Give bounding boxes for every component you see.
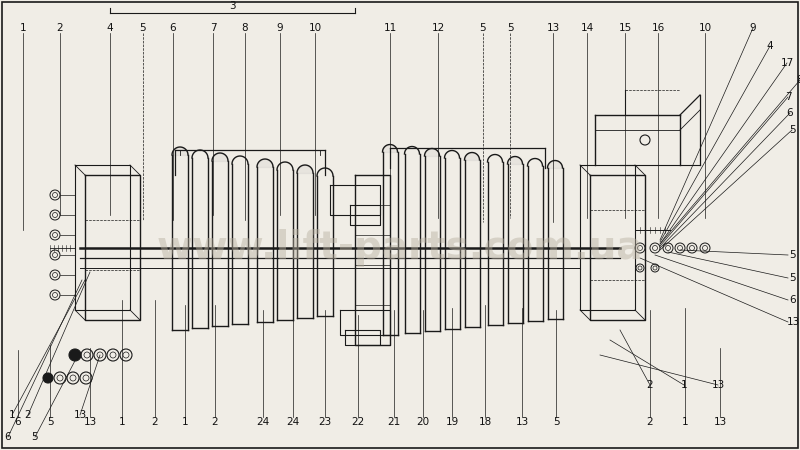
Text: 5: 5 [46, 417, 54, 427]
Text: 8: 8 [242, 23, 248, 33]
Text: 22: 22 [351, 417, 365, 427]
Text: 13: 13 [786, 317, 800, 327]
Text: 2: 2 [646, 417, 654, 427]
Text: 2: 2 [152, 417, 158, 427]
Text: 9: 9 [750, 23, 756, 33]
Text: 4: 4 [106, 23, 114, 33]
Text: 2: 2 [57, 23, 63, 33]
Text: 7: 7 [785, 92, 791, 102]
Text: 2: 2 [25, 410, 31, 420]
Text: 13: 13 [515, 417, 529, 427]
Text: 13: 13 [83, 417, 97, 427]
Text: 6: 6 [170, 23, 176, 33]
Text: 23: 23 [318, 417, 332, 427]
Text: 9: 9 [277, 23, 283, 33]
Text: 13: 13 [546, 23, 560, 33]
Text: 2: 2 [212, 417, 218, 427]
Text: 5: 5 [140, 23, 146, 33]
Text: 7: 7 [210, 23, 216, 33]
Text: 6: 6 [5, 432, 11, 442]
Text: 11: 11 [383, 23, 397, 33]
Text: 13: 13 [714, 417, 726, 427]
Text: 3: 3 [229, 1, 235, 11]
Text: 18: 18 [478, 417, 492, 427]
Text: 6: 6 [790, 295, 796, 305]
Text: 14: 14 [580, 23, 594, 33]
Text: 5: 5 [553, 417, 559, 427]
Text: 4: 4 [766, 41, 774, 51]
Circle shape [69, 349, 81, 361]
Text: 1: 1 [682, 417, 688, 427]
Text: 6: 6 [786, 108, 794, 118]
Text: 20: 20 [417, 417, 430, 427]
Text: 15: 15 [618, 23, 632, 33]
Text: 10: 10 [698, 23, 711, 33]
Text: 21: 21 [387, 417, 401, 427]
Text: 1: 1 [9, 410, 15, 420]
Text: 5: 5 [790, 250, 796, 260]
Text: 6: 6 [14, 417, 22, 427]
Text: 5: 5 [480, 23, 486, 33]
Text: 2: 2 [646, 380, 654, 390]
Text: 13: 13 [711, 380, 725, 390]
Text: 24: 24 [256, 417, 270, 427]
Text: 12: 12 [431, 23, 445, 33]
Text: 16: 16 [651, 23, 665, 33]
Text: 1: 1 [118, 417, 126, 427]
Text: 1: 1 [681, 380, 687, 390]
Text: 5: 5 [790, 273, 796, 283]
Text: www.lift-parts.com.ua: www.lift-parts.com.ua [157, 229, 643, 267]
Text: 8: 8 [797, 75, 800, 85]
Text: 5: 5 [789, 125, 795, 135]
Text: 19: 19 [446, 417, 458, 427]
Circle shape [43, 373, 53, 383]
Text: 13: 13 [74, 410, 86, 420]
Text: 10: 10 [309, 23, 322, 33]
Text: 17: 17 [780, 58, 794, 68]
Text: 1: 1 [20, 23, 26, 33]
Text: 24: 24 [286, 417, 300, 427]
Text: 1: 1 [182, 417, 188, 427]
Text: 5: 5 [32, 432, 38, 442]
Text: 5: 5 [506, 23, 514, 33]
